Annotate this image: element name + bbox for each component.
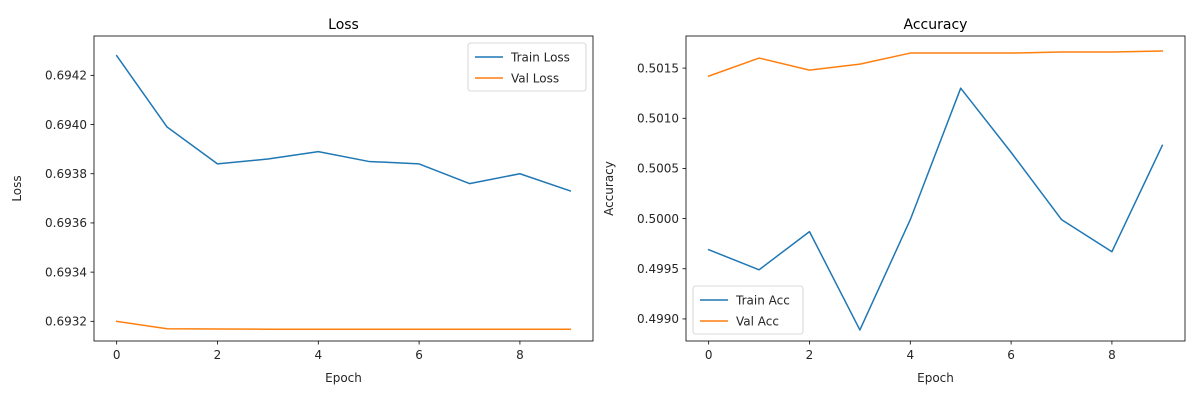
- y-tick-label: 0.5010: [637, 112, 679, 126]
- x-axis-label: Epoch: [917, 371, 954, 385]
- series-line-1-0: [707, 87, 1164, 331]
- chart-0: 0 2 4 6 8 0.6932 0.6934 0.6936 0.6938 0.6940 0.694…: [10, 17, 594, 385]
- series-line-0-1: [115, 320, 572, 330]
- legend-label: Val Loss: [511, 71, 559, 85]
- y-tick-label: 0.6938: [45, 167, 87, 181]
- y-axis-label: Loss: [10, 175, 24, 201]
- x-tick-label: 4: [906, 348, 914, 362]
- legend-label: Train Loss: [510, 50, 570, 64]
- legend-box: [467, 42, 587, 92]
- series-line-0-0: [115, 54, 572, 192]
- y-tick-label: 0.4990: [637, 312, 679, 326]
- chart-1: 0 2 4 6 8 0.4990 0.4995 0.5000 0.5005 0.5010 0.501…: [602, 17, 1186, 385]
- y-tick-label: 0.6936: [45, 216, 87, 230]
- y-tick-label: 0.5005: [637, 162, 679, 176]
- x-tick-label: 4: [314, 348, 322, 362]
- y-axis-label: Accuracy: [602, 161, 616, 216]
- series-line-1-1: [707, 50, 1164, 78]
- plot-frame: [93, 35, 594, 342]
- chart-title: Accuracy: [904, 17, 968, 33]
- legend-box: [692, 285, 804, 335]
- plot-frame: [685, 35, 1186, 342]
- x-tick-label: 6: [415, 348, 423, 362]
- y-tick-label: 0.6942: [45, 69, 87, 83]
- legend: Train Acc Val Acc: [692, 285, 804, 335]
- chart-title: Loss: [328, 17, 359, 33]
- y-tick-label: 0.6932: [45, 315, 87, 329]
- y-tick-label: 0.6934: [45, 265, 87, 279]
- legend: Train Loss Val Loss: [467, 42, 587, 92]
- x-axis-label: Epoch: [325, 371, 362, 385]
- x-tick-label: 2: [806, 348, 814, 362]
- legend-label: Val Acc: [736, 314, 779, 328]
- x-tick-label: 8: [516, 348, 524, 362]
- x-tick-label: 2: [214, 348, 222, 362]
- x-tick-label: 0: [113, 348, 121, 362]
- x-tick-label: 0: [705, 348, 713, 362]
- y-tick-label: 0.5000: [637, 212, 679, 226]
- legend-label: Train Acc: [735, 293, 790, 307]
- y-tick-label: 0.6940: [45, 118, 87, 132]
- x-tick-label: 6: [1007, 348, 1015, 362]
- y-tick-label: 0.4995: [637, 262, 679, 276]
- y-tick-label: 0.5015: [637, 61, 679, 75]
- x-tick-label: 8: [1108, 348, 1116, 362]
